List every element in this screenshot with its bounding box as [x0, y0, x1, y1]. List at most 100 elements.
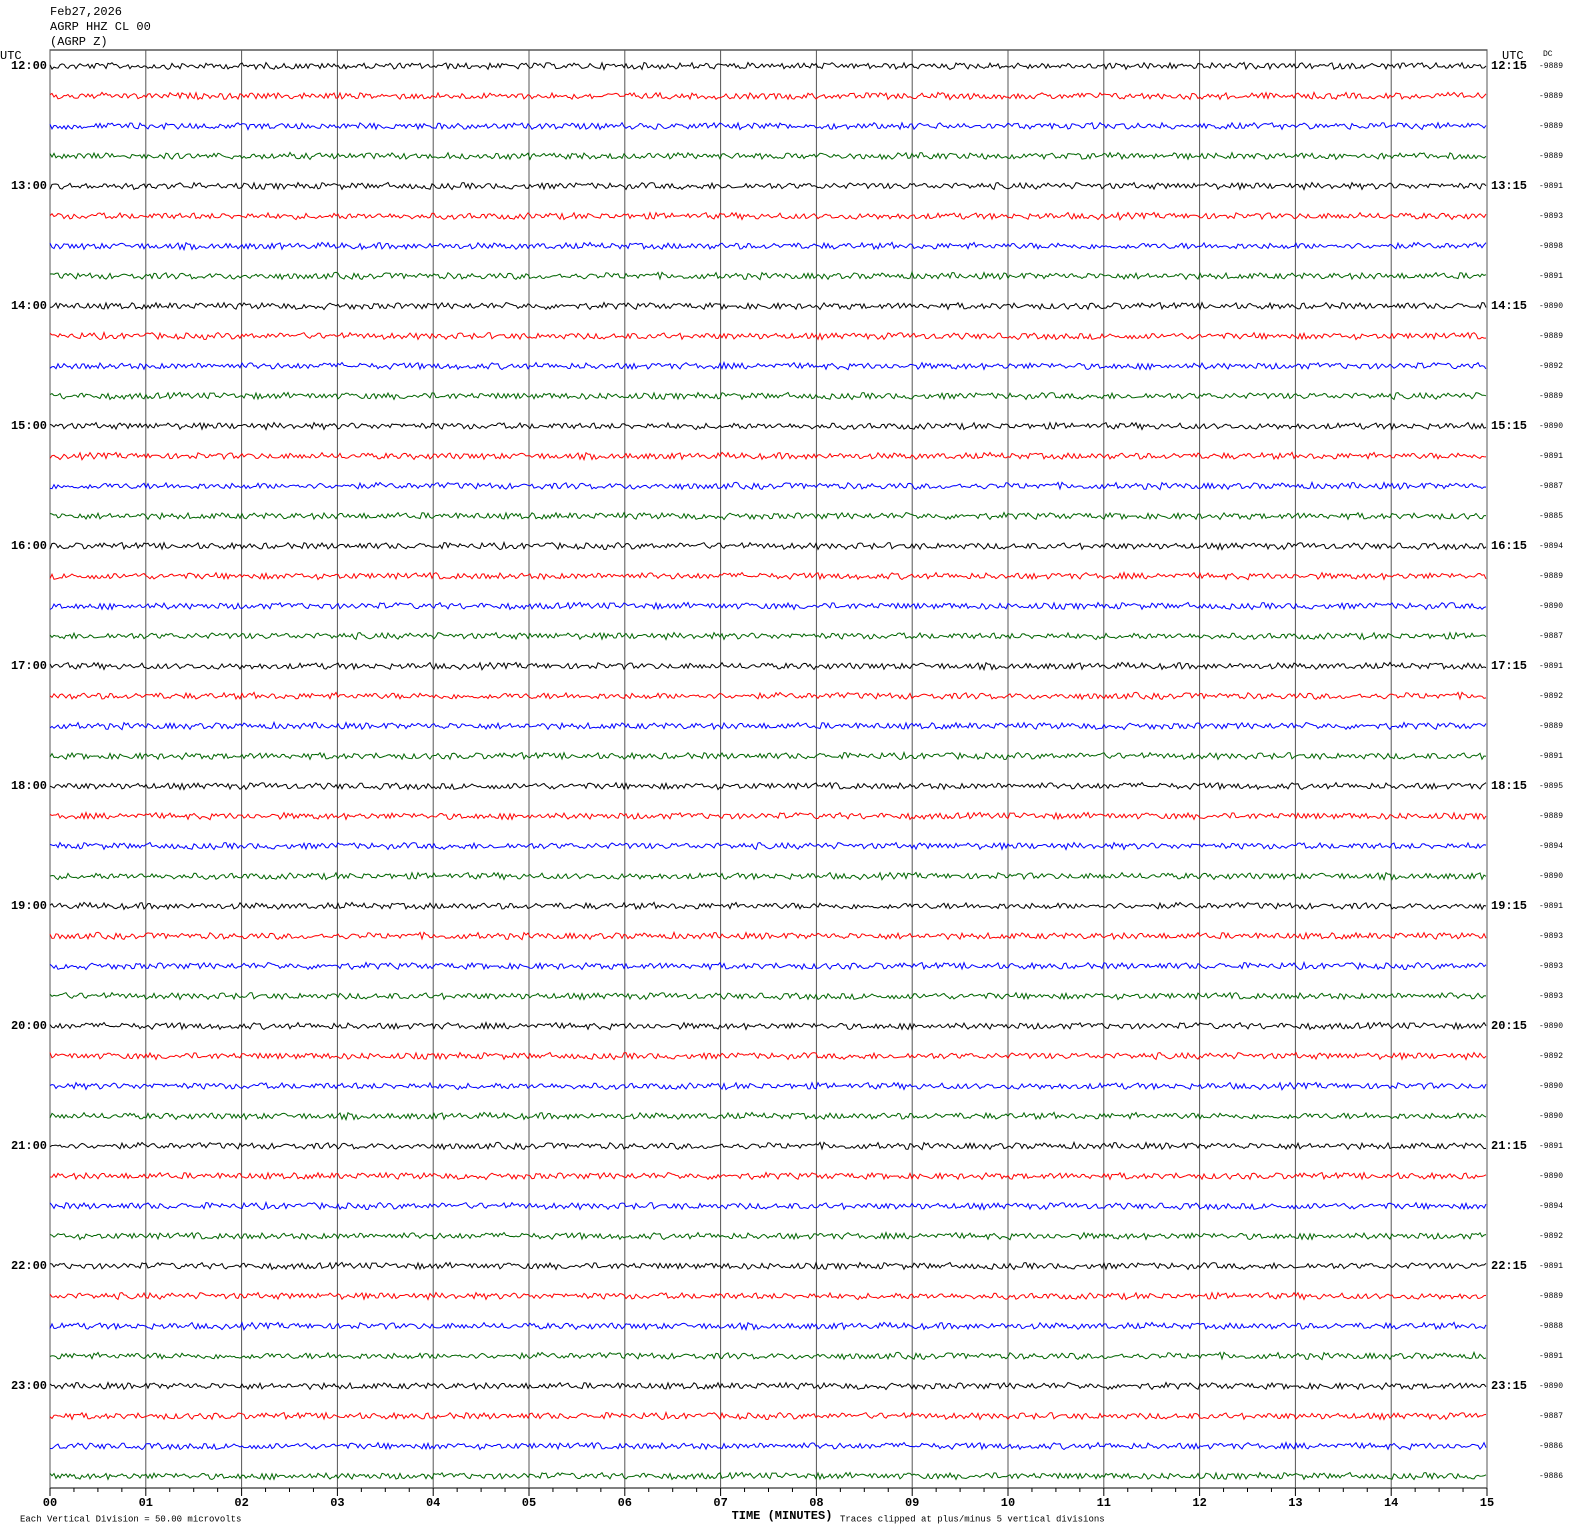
trace [49, 1021, 1487, 1031]
right-time-label: 13:15 [1491, 179, 1527, 193]
x-tick-label: 12 [1192, 1496, 1206, 1510]
dc-value: -9889 [1539, 1292, 1563, 1301]
trace [49, 1140, 1487, 1151]
scale-note: Each Vertical Division = 50.00 microvolt… [20, 1514, 241, 1524]
dc-value: -9890 [1539, 1112, 1563, 1121]
trace [49, 1231, 1487, 1241]
dc-value: -9890 [1539, 602, 1563, 611]
x-tick-label: 05 [522, 1496, 536, 1510]
dc-value: -9890 [1539, 422, 1563, 431]
trace [49, 841, 1487, 851]
trace [49, 1171, 1487, 1181]
right-time-label: 22:15 [1491, 1259, 1527, 1273]
dc-value: -9892 [1539, 362, 1563, 371]
dc-value: -9893 [1539, 212, 1563, 221]
trace [49, 960, 1487, 971]
trace [49, 480, 1487, 491]
dc-value: -9892 [1539, 692, 1563, 701]
right-time-label: 12:15 [1491, 59, 1527, 73]
trace [49, 121, 1487, 131]
left-time-label: 15:00 [11, 419, 47, 433]
dc-title: DC [1543, 50, 1553, 59]
dc-value: -9892 [1539, 1052, 1563, 1061]
trace [49, 451, 1487, 462]
dc-value: -9885 [1539, 512, 1563, 521]
dc-value: -9891 [1539, 662, 1563, 671]
dc-value: -9891 [1539, 1142, 1563, 1151]
dc-value: -9890 [1539, 1022, 1563, 1031]
trace [49, 631, 1487, 641]
x-axis-title: TIME (MINUTES) [732, 1509, 833, 1523]
dc-value: -9889 [1539, 812, 1563, 821]
right-time-label: 15:15 [1491, 419, 1527, 433]
dc-value: -9887 [1539, 482, 1563, 491]
trace [50, 301, 1487, 311]
left-time-label: 22:00 [11, 1259, 47, 1273]
date: Feb27,2026 [50, 5, 122, 19]
trace [49, 691, 1487, 701]
left-time-label: 19:00 [11, 899, 47, 913]
left-time-label: 16:00 [11, 539, 47, 553]
trace [49, 1350, 1487, 1361]
x-tick-label: 04 [426, 1496, 440, 1510]
dc-value: -9891 [1539, 1262, 1563, 1271]
dc-value: -9890 [1539, 1082, 1563, 1091]
dc-value: -9889 [1539, 392, 1563, 401]
left-time-label: 13:00 [11, 179, 47, 193]
dc-value: -9888 [1539, 1322, 1563, 1331]
station: AGRP HHZ CL 00 [50, 20, 151, 34]
trace [49, 1321, 1487, 1332]
dc-value: -9889 [1539, 722, 1563, 731]
trace [49, 1081, 1487, 1091]
dc-value: -9889 [1539, 332, 1563, 341]
trace [49, 361, 1487, 371]
trace [49, 901, 1487, 911]
x-tick-label: 11 [1097, 1496, 1111, 1510]
dc-value: -9891 [1539, 452, 1563, 461]
dc-value: -9893 [1539, 932, 1563, 941]
dc-value: -9895 [1539, 782, 1563, 791]
trace [49, 871, 1487, 882]
channel: (AGRP Z) [50, 35, 108, 49]
trace [49, 571, 1487, 581]
right-time-label: 17:15 [1491, 659, 1527, 673]
trace [49, 1410, 1487, 1421]
trace [49, 1291, 1487, 1301]
x-tick-label: 13 [1288, 1496, 1302, 1510]
trace [49, 1261, 1487, 1271]
trace [49, 540, 1487, 551]
dc-value: -9891 [1539, 272, 1563, 281]
dc-value: -9894 [1539, 842, 1563, 851]
trace [49, 90, 1487, 101]
dc-value: -9890 [1539, 1382, 1563, 1391]
trace [49, 1200, 1487, 1211]
trace [49, 1381, 1487, 1391]
right-time-label: 16:15 [1491, 539, 1527, 553]
trace [49, 181, 1487, 191]
trace [49, 270, 1487, 281]
x-tick-label: 02 [234, 1496, 248, 1510]
x-tick-label: 07 [713, 1496, 727, 1510]
dc-value: -9891 [1539, 1352, 1563, 1361]
dc-value: -9889 [1539, 572, 1563, 581]
dc-value: -9889 [1539, 152, 1563, 161]
dc-value: -9893 [1539, 992, 1563, 1001]
x-tick-label: 10 [1001, 1496, 1015, 1510]
trace [49, 511, 1486, 521]
left-time-label: 21:00 [11, 1139, 47, 1153]
dc-value: -9893 [1539, 962, 1563, 971]
trace [49, 991, 1487, 1001]
dc-value: -9890 [1539, 1172, 1563, 1181]
dc-value: -9891 [1539, 752, 1563, 761]
x-tick-label: 01 [139, 1496, 153, 1510]
trace [49, 781, 1487, 791]
dc-value: -9887 [1539, 1412, 1563, 1421]
trace [49, 151, 1487, 161]
dc-value: -9892 [1539, 1232, 1563, 1241]
x-tick-label: 00 [43, 1496, 57, 1510]
dc-value: -9889 [1539, 62, 1563, 71]
right-time-label: 18:15 [1491, 779, 1527, 793]
trace [49, 1441, 1487, 1451]
trace [49, 391, 1487, 401]
